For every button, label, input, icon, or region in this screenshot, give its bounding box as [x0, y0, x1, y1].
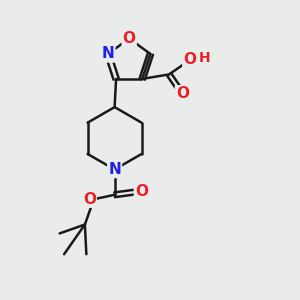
Text: N: N	[108, 162, 121, 177]
Text: N: N	[102, 46, 114, 62]
Text: H: H	[199, 51, 211, 65]
Text: O: O	[123, 31, 136, 46]
Text: O: O	[83, 192, 96, 207]
Text: O: O	[135, 184, 148, 199]
Text: O: O	[183, 52, 196, 67]
Text: O: O	[176, 86, 189, 101]
